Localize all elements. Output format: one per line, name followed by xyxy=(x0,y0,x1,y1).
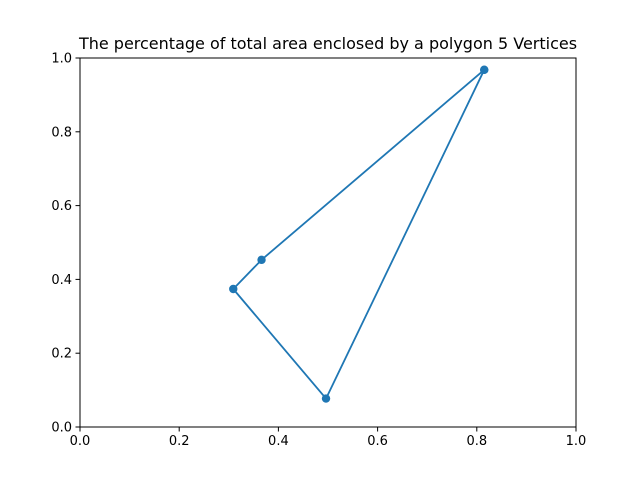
vertex-point xyxy=(257,255,266,265)
x-tick-label: 0.6 xyxy=(367,434,388,449)
vertex-point xyxy=(480,65,489,75)
y-tick-label: 0.2 xyxy=(51,347,72,362)
x-tick-label: 0.4 xyxy=(268,434,289,449)
y-axis: 0.0 0.2 0.4 0.6 0.8 1.0 xyxy=(51,52,80,436)
x-tick-label: 0.2 xyxy=(169,434,190,449)
x-tick-label: 0.0 xyxy=(70,434,91,449)
plot-area xyxy=(229,65,489,403)
y-tick-label: 0.8 xyxy=(51,125,72,140)
y-tick-label: 0.0 xyxy=(51,421,72,436)
vertex-point xyxy=(229,284,238,294)
plot-frame xyxy=(79,57,577,428)
x-tick-label: 0.8 xyxy=(466,434,487,449)
y-tick-label: 0.4 xyxy=(51,273,72,288)
x-tick-label: 1.0 xyxy=(566,434,587,449)
chart-title: The percentage of total area enclosed by… xyxy=(78,34,577,53)
y-tick-label: 0.6 xyxy=(51,199,72,214)
polygon-line xyxy=(232,69,486,400)
vertex-point xyxy=(321,394,331,403)
y-tick-label: 1.0 xyxy=(51,52,72,67)
x-axis: 0.0 0.2 0.4 0.6 0.8 1.0 xyxy=(70,427,587,449)
